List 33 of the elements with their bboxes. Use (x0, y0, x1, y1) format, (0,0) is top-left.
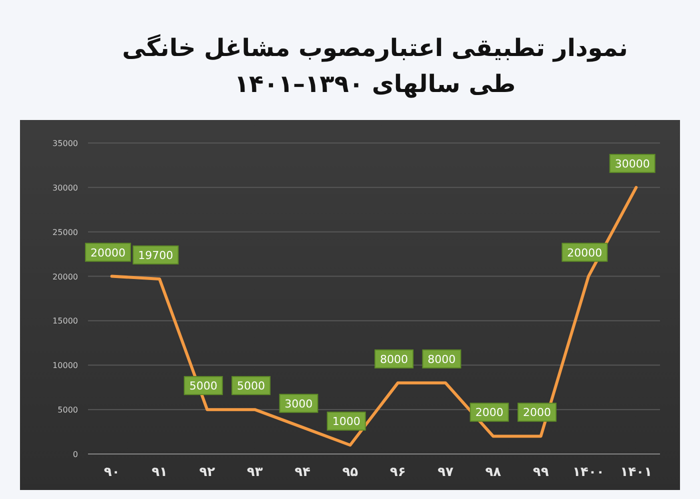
x-tick-label: ۹۱ (152, 465, 168, 480)
x-tick-label: ۹۰ (104, 465, 120, 480)
x-tick-label: ۹۵ (342, 465, 358, 480)
x-tick-label: ۱۴۰۰ (572, 465, 604, 480)
data-label: 20000 (90, 246, 126, 260)
y-tick-label: 35000 (52, 139, 78, 148)
x-tick-label: ۹۲ (199, 465, 216, 480)
data-label: 1000 (332, 415, 360, 428)
data-label: 20000 (567, 246, 602, 260)
chart-title: نمودار تطبیقی اعتبارمصوب مشاغل خانگی طی سالهای ۱۳۹۰–۱۴۰۱ (121, 33, 629, 100)
data-label: 5000 (189, 380, 218, 393)
x-tick-label: ۱۴۰۱ (620, 465, 652, 480)
y-tick-label: 5000 (58, 406, 78, 415)
data-label: 2000 (475, 406, 504, 420)
data-label: 19700 (138, 248, 174, 262)
x-tick-label: ۹۳ (246, 465, 263, 480)
x-tick-label: ۹۶ (390, 465, 406, 480)
y-tick-label: 0 (72, 450, 78, 459)
y-tick-label: 15000 (52, 316, 78, 326)
y-tick-label: 25000 (52, 228, 78, 237)
data-label: 3000 (284, 397, 313, 410)
x-tick-label: ۹۸ (485, 465, 502, 480)
y-tick-label: 20000 (52, 272, 78, 282)
data-label: 8000 (380, 352, 408, 366)
x-tick-label: ۹۷ (438, 465, 454, 480)
data-label: 8000 (428, 352, 456, 366)
y-tick-label: 10000 (52, 361, 78, 370)
x-tick-label: ۹۴ (294, 465, 310, 480)
data-label: 30000 (614, 157, 650, 170)
data-label: 2000 (523, 406, 552, 420)
x-tick-label: ۹۹ (532, 465, 549, 480)
data-label: 5000 (237, 380, 266, 393)
y-tick-label: 30000 (52, 183, 78, 192)
